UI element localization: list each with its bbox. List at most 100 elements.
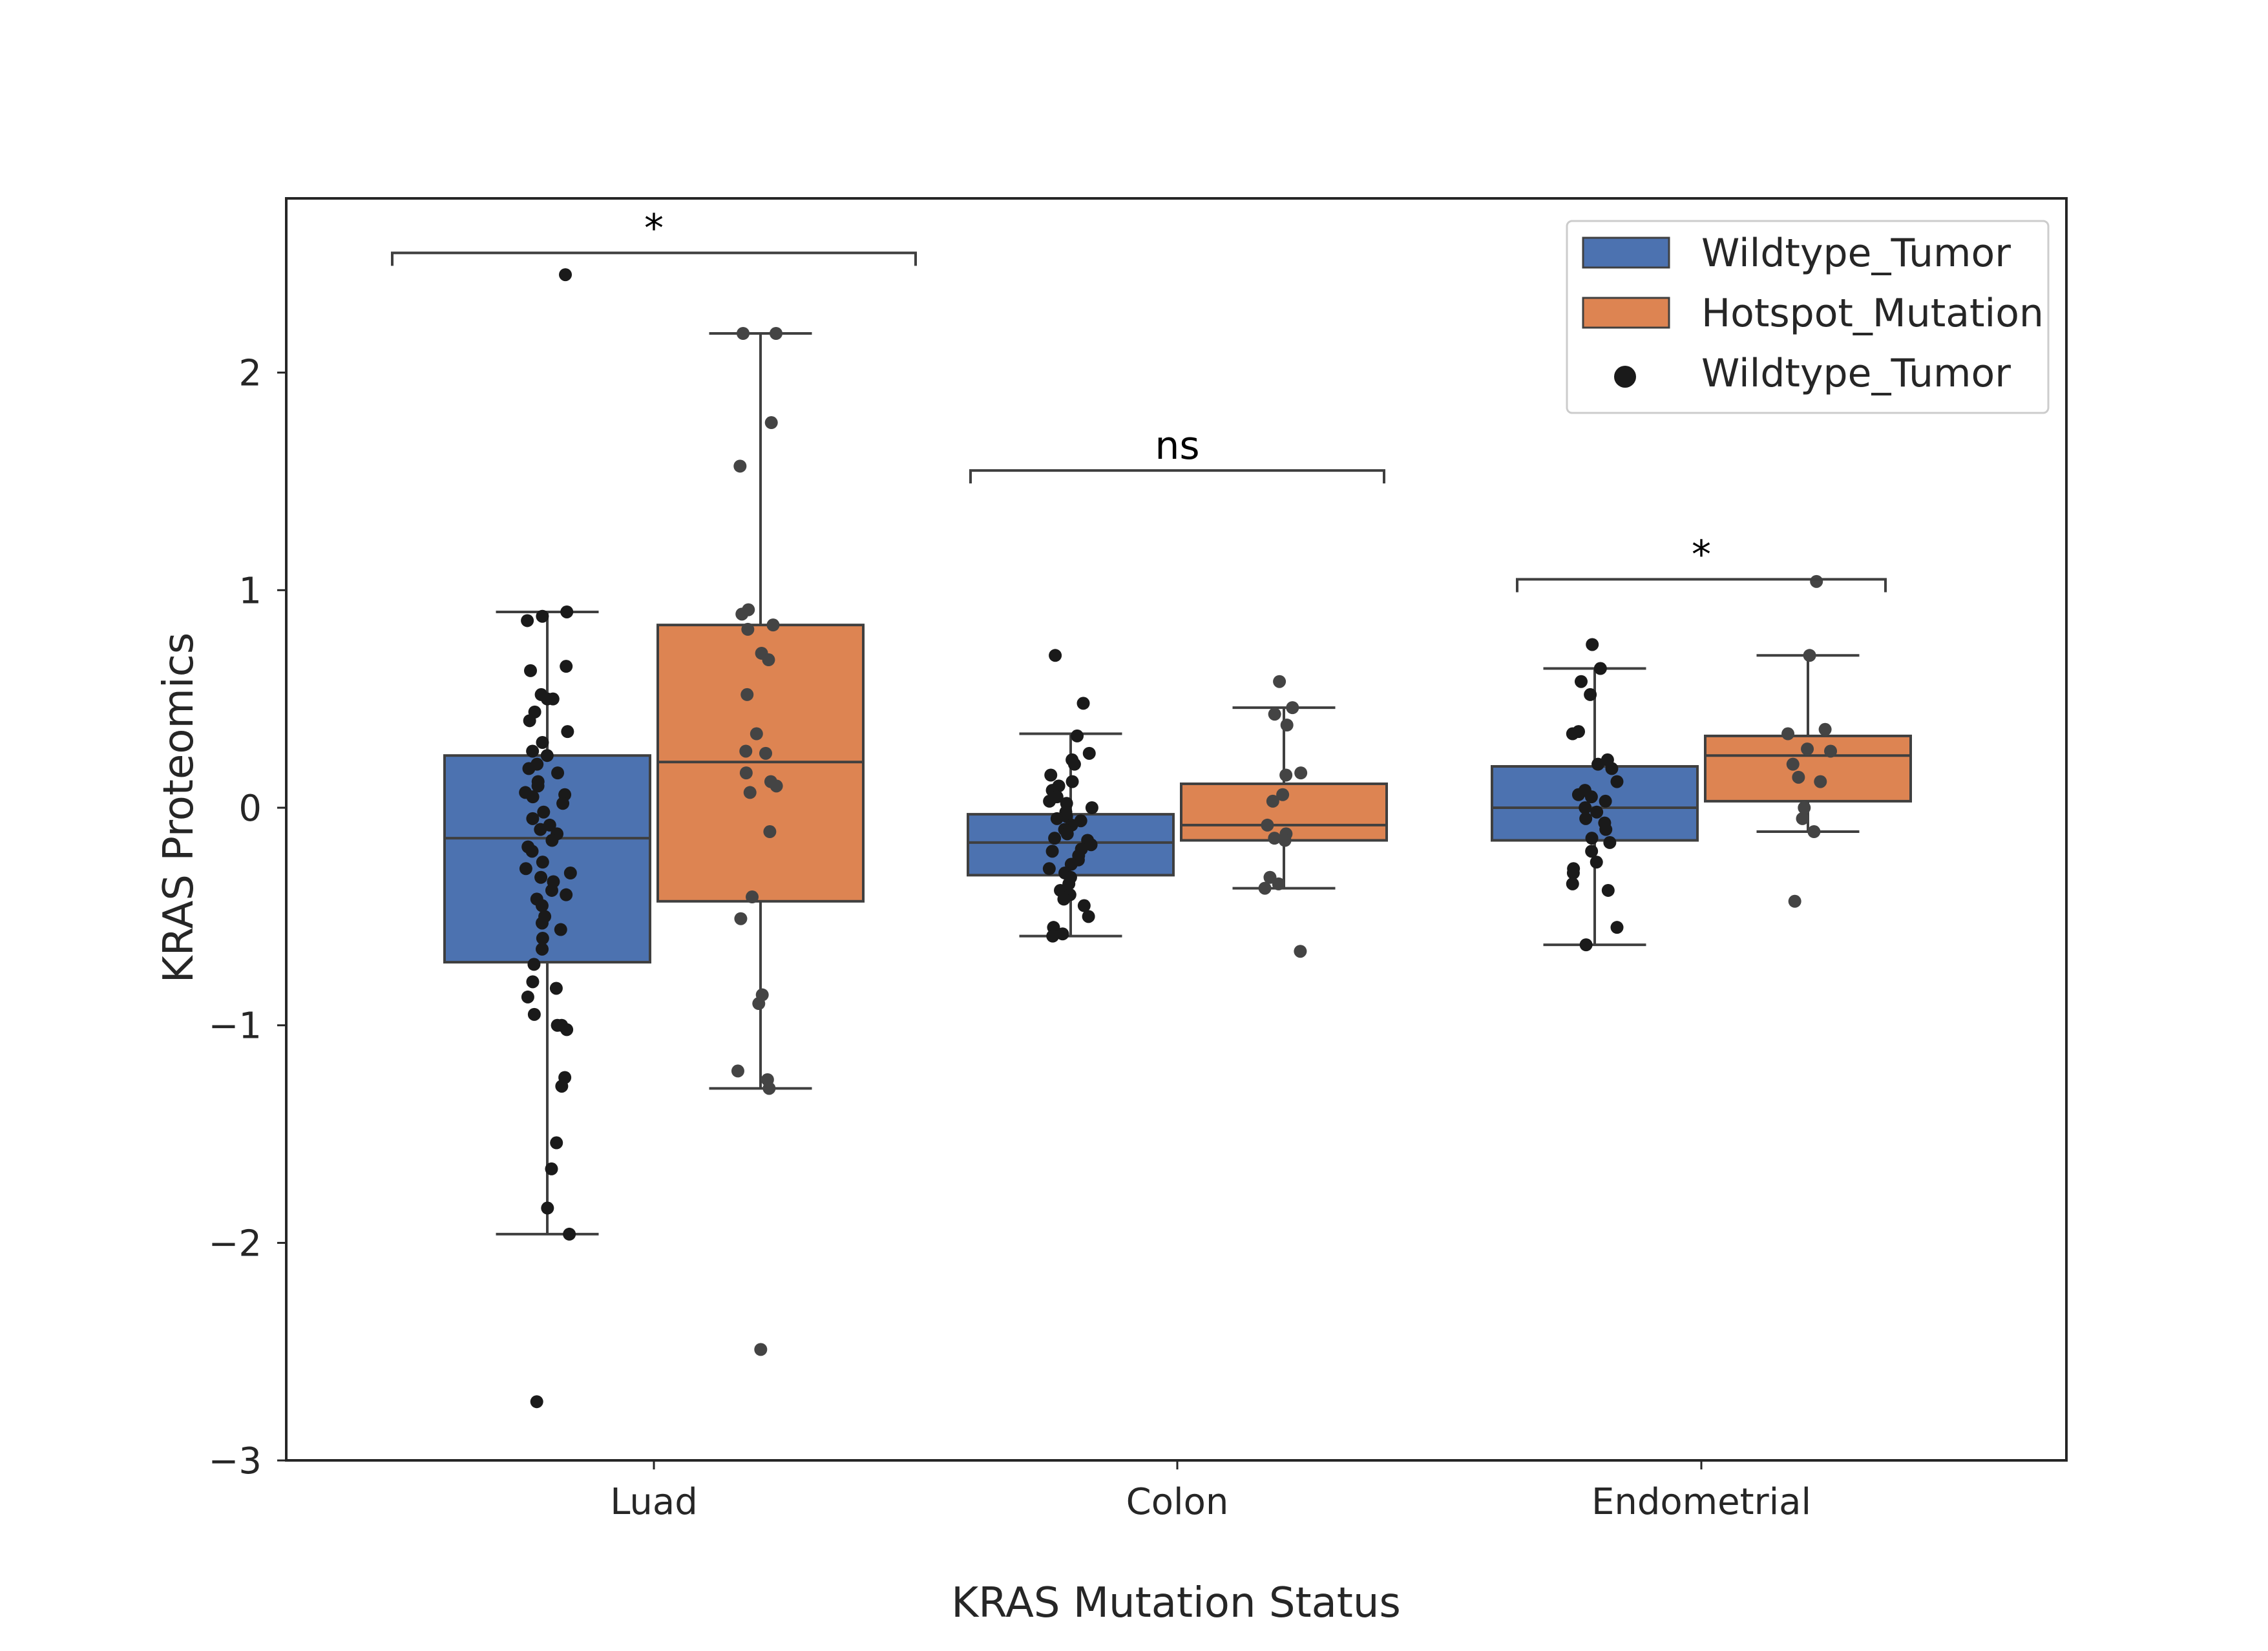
legend-label-wildtype: Wildtype_Tumor (1701, 231, 2011, 276)
data-point (1076, 697, 1090, 710)
data-point (1294, 945, 1307, 958)
significance-bracket (969, 469, 1385, 484)
data-point (734, 912, 748, 925)
data-point (766, 618, 780, 632)
data-point (1082, 746, 1096, 760)
data-point (556, 797, 570, 810)
data-point (1566, 877, 1579, 890)
data-point (1818, 722, 1832, 736)
data-point (1566, 727, 1579, 741)
data-point (1599, 823, 1613, 836)
points-layer (519, 268, 1838, 1409)
legend-swatch-wildtype (1582, 237, 1670, 269)
data-point (560, 605, 574, 618)
data-point (1044, 768, 1058, 782)
legend-label-hotspot: Hotspot_Mutation (1701, 291, 2044, 336)
data-point (536, 735, 549, 749)
data-point (524, 664, 538, 677)
data-point (1066, 775, 1079, 788)
data-point (1798, 801, 1811, 814)
legend-swatch-hotspot (1582, 297, 1670, 329)
data-point (541, 1201, 554, 1215)
y-tick-label: −1 (208, 1005, 262, 1047)
data-point (1046, 929, 1060, 943)
data-point (743, 786, 757, 799)
data-point (526, 744, 540, 758)
significance-bracket (1516, 578, 1887, 593)
x-tick-label: Endometrial (1591, 1481, 1811, 1523)
data-point (1584, 790, 1598, 804)
data-point (522, 762, 536, 775)
data-point (731, 1064, 744, 1078)
significance-label: * (644, 205, 664, 251)
data-point (1603, 836, 1617, 849)
data-point (531, 779, 545, 793)
data-point (1042, 862, 1056, 876)
data-point (1796, 812, 1809, 825)
y-tick-label: 2 (238, 353, 262, 395)
data-point (1276, 788, 1290, 801)
data-point (739, 766, 753, 780)
data-point (1084, 838, 1098, 852)
data-point (546, 692, 560, 706)
data-point (1601, 883, 1615, 897)
data-point (534, 823, 547, 836)
y-tick-label: 1 (238, 570, 262, 612)
data-point (560, 660, 573, 673)
significance-label: * (1692, 532, 1711, 577)
data-point (1067, 757, 1081, 771)
data-point (535, 899, 549, 912)
legend-frame (1566, 220, 2050, 414)
data-point (1579, 801, 1592, 814)
data-point (1593, 662, 1607, 675)
data-point (1786, 757, 1800, 771)
data-point (545, 834, 559, 847)
data-point (560, 888, 573, 901)
data-point (550, 1136, 563, 1150)
data-point (1294, 766, 1308, 780)
data-point (1584, 688, 1597, 701)
data-point (1788, 894, 1801, 908)
data-point (1574, 675, 1588, 688)
data-point (1077, 899, 1091, 912)
data-point (1272, 877, 1285, 890)
data-point (526, 975, 540, 989)
data-point (770, 779, 783, 793)
data-point (527, 958, 541, 971)
data-point (1579, 938, 1593, 952)
data-point (1591, 757, 1605, 771)
data-point (764, 416, 778, 430)
data-point (1273, 675, 1286, 688)
data-point (1268, 832, 1281, 845)
data-point (1071, 729, 1084, 742)
data-point (741, 622, 755, 636)
significance-layer: * ns * (391, 205, 1887, 593)
data-point (1792, 770, 1805, 784)
data-point (1268, 708, 1281, 721)
data-point (560, 1023, 574, 1036)
data-point (1049, 649, 1062, 662)
data-point (740, 688, 754, 701)
data-point (536, 942, 549, 956)
data-point (1043, 794, 1056, 808)
data-point (563, 867, 577, 880)
legend-dot-marker (1614, 366, 1636, 388)
data-point (754, 1343, 768, 1356)
data-point (1810, 574, 1823, 588)
data-point (551, 766, 565, 780)
y-tick-label: −2 (208, 1223, 262, 1265)
data-point (737, 326, 750, 340)
data-point (545, 883, 558, 897)
legend: Wildtype_Tumor Hotspot_Mutation Wildtype… (1566, 220, 2050, 414)
data-point (1610, 921, 1624, 934)
data-point (769, 326, 782, 340)
data-point (762, 653, 775, 667)
data-point (1286, 701, 1299, 715)
data-point (559, 268, 572, 282)
data-point (561, 725, 574, 739)
data-point (1579, 812, 1593, 825)
data-point (759, 746, 773, 760)
data-point (1060, 827, 1074, 841)
